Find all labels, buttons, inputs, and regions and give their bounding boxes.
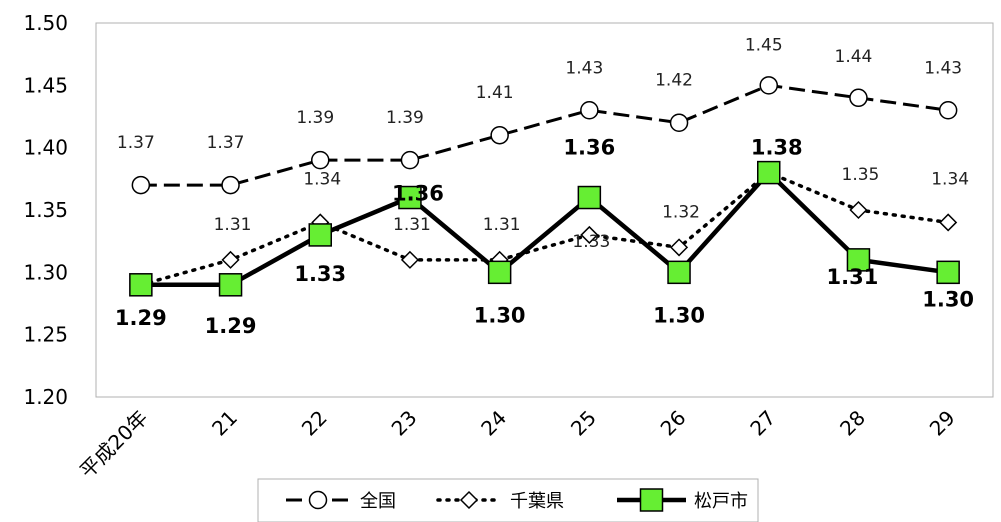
x-tick-label: 25 (566, 406, 601, 441)
series-0-point (938, 101, 958, 120)
x-tick-label: 23 (387, 406, 422, 441)
series-0-point (221, 175, 240, 195)
plot-area (95, 22, 994, 398)
legend-marker-2 (639, 488, 664, 512)
series-0-point (759, 76, 778, 95)
data-label-chiba: 1.31 (214, 215, 252, 235)
series-0-point (490, 125, 509, 145)
series-1-point (939, 213, 958, 232)
data-label-chiba: 1.31 (393, 215, 431, 235)
series-1-point (849, 200, 868, 220)
x-tick-label: 28 (835, 406, 870, 441)
series-line-2 (140, 169, 949, 288)
series-0-point (580, 101, 599, 120)
series-1-point (221, 250, 240, 269)
data-label-national: 1.39 (386, 108, 424, 128)
series-0-point (311, 150, 330, 170)
series-line-1 (139, 170, 950, 287)
series-2-point (757, 160, 781, 185)
series-0-point (131, 175, 151, 195)
series-2-point (487, 260, 512, 285)
legend-marker-0 (308, 490, 328, 510)
legend-label-1: 千葉県 (510, 491, 564, 512)
legend-marker-1 (459, 490, 479, 510)
x-tick-label: 24 (476, 406, 511, 441)
data-label-chiba: 1.35 (842, 165, 880, 185)
x-tick-label: 27 (745, 406, 780, 441)
series-line-0 (140, 83, 949, 187)
y-tick-label: 1.45 (23, 73, 68, 97)
series-0-point (669, 113, 689, 132)
series-2-point (218, 273, 243, 297)
data-label-national: 1.45 (745, 35, 783, 55)
x-tick-label: 平成20年 (75, 406, 152, 483)
data-label-chiba: 1.32 (662, 202, 700, 222)
data-label-matsudo: 1.30 (653, 303, 705, 327)
series-2-point (129, 273, 153, 297)
y-tick-label: 1.40 (23, 136, 68, 160)
series-0-point (849, 88, 868, 108)
data-label-national: 1.37 (117, 133, 155, 153)
series-0-point (400, 150, 420, 170)
data-label-national: 1.39 (296, 108, 334, 128)
data-label-national: 1.42 (655, 71, 693, 91)
series-1-point (580, 225, 599, 244)
data-label-national: 1.37 (207, 133, 245, 153)
y-tick-label: 1.30 (23, 260, 68, 284)
series-2-point (577, 185, 602, 210)
data-label-matsudo: 1.30 (922, 287, 974, 311)
series-2-point (398, 185, 422, 210)
legend-label-0: 全国 (360, 491, 396, 512)
data-label-matsudo: 1.29 (115, 306, 167, 330)
data-label-chiba: 1.31 (483, 215, 521, 235)
y-tick-label: 1.35 (23, 198, 68, 222)
data-label-national: 1.44 (835, 47, 873, 67)
data-label-chiba: 1.34 (931, 169, 969, 189)
series-1-point (669, 238, 689, 257)
legend-label-2: 松戸市 (694, 491, 748, 512)
data-label-matsudo: 1.36 (392, 182, 444, 206)
series-2-point (308, 223, 332, 247)
data-label-national: 1.43 (924, 58, 962, 78)
x-tick-label: 26 (656, 406, 691, 441)
x-tick-label: 22 (297, 406, 332, 441)
data-label-national: 1.43 (565, 58, 603, 78)
data-label-matsudo: 1.36 (563, 136, 615, 160)
data-label-matsudo: 1.31 (827, 265, 879, 289)
x-tick-label: 29 (925, 406, 960, 441)
data-label-national: 1.41 (476, 83, 514, 103)
data-label-matsudo: 1.33 (294, 262, 346, 286)
series-2-point (667, 260, 691, 285)
y-tick-label: 1.20 (23, 385, 68, 409)
series-2-point (846, 248, 871, 272)
data-label-matsudo: 1.38 (751, 136, 803, 160)
data-label-chiba: 1.34 (303, 169, 341, 189)
data-label-chiba: 1.33 (572, 232, 610, 252)
y-tick-label: 1.50 (23, 11, 68, 35)
x-tick-label: 21 (207, 406, 242, 441)
y-tick-label: 1.25 (23, 323, 68, 347)
data-label-matsudo: 1.30 (474, 303, 526, 327)
series-2-point (936, 260, 960, 285)
series-1-point (400, 250, 420, 269)
data-label-matsudo: 1.29 (205, 314, 257, 338)
